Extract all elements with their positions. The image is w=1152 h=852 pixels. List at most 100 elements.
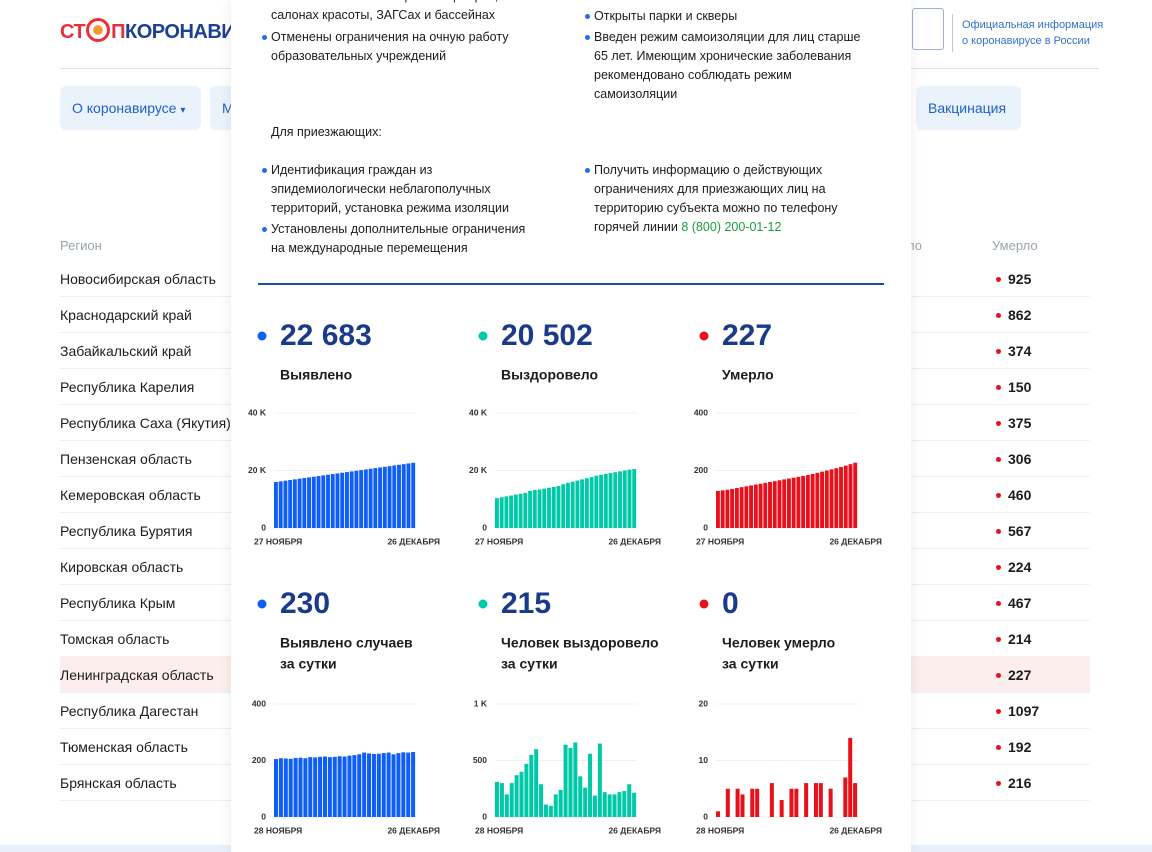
bar: [297, 478, 302, 528]
bar: [308, 757, 313, 817]
official-line: Официальная информация: [962, 19, 1104, 31]
bar: [589, 477, 594, 528]
bar: [843, 465, 848, 528]
deaths-value: 306: [1008, 451, 1032, 467]
bar: [725, 788, 730, 817]
region-name: Республика Карелия: [60, 379, 195, 395]
bar: [293, 757, 298, 817]
bar: [528, 490, 533, 528]
bar: [755, 788, 760, 817]
deaths-dot: [996, 601, 1001, 606]
y-tick-label: 0: [482, 522, 487, 532]
stat-label: Умерло: [722, 367, 774, 383]
bar: [362, 752, 367, 817]
bar: [839, 467, 843, 528]
measure-item: Получить информацию о действующих ограни…: [585, 161, 869, 237]
deaths-value: 214: [1008, 631, 1032, 647]
bar: [602, 792, 607, 817]
bar: [387, 466, 392, 528]
bar: [509, 783, 514, 817]
bar: [396, 753, 401, 817]
region-name: Республика Саха (Якутия): [60, 415, 231, 431]
bar: [321, 475, 326, 528]
bar: [608, 473, 613, 528]
stat-value: 20 502: [501, 319, 593, 352]
bar: [499, 783, 504, 817]
bar: [382, 466, 387, 528]
bar: [330, 474, 335, 528]
nav-item[interactable]: Вакцинация: [916, 86, 1021, 130]
bar: [347, 755, 352, 817]
x-label: 26 ДЕКАБРЯ: [387, 825, 440, 835]
bar: [495, 498, 499, 528]
bar: [777, 480, 782, 528]
deaths-dot: [996, 637, 1001, 642]
region-name: Кемеровская область: [60, 487, 201, 503]
bar: [824, 470, 829, 528]
measure-item: Отменены ограничения на очную работу обр…: [262, 28, 536, 66]
bar: [561, 484, 566, 528]
deaths-dot: [996, 421, 1001, 426]
x-label: 27 НОЯБРЯ: [254, 536, 302, 546]
deaths-dot: [996, 745, 1001, 750]
bar: [534, 749, 539, 817]
bar: [843, 777, 848, 817]
bar: [804, 783, 809, 817]
y-tick-label: 400: [252, 698, 266, 708]
bar: [617, 792, 622, 817]
nav-item[interactable]: О коронавирусе ▾: [60, 86, 201, 130]
bar: [283, 480, 288, 528]
bar: [298, 757, 303, 817]
bar: [740, 794, 745, 817]
bar: [716, 490, 720, 528]
logo-part: СТ: [60, 21, 86, 43]
bar: [332, 756, 337, 817]
y-tick-label: 40 K: [248, 407, 267, 417]
deaths-value: 1097: [1008, 703, 1040, 719]
nav-label: М: [222, 100, 234, 116]
y-tick-label: 20 K: [469, 465, 488, 475]
bar: [735, 788, 740, 817]
bar: [504, 794, 509, 817]
deaths-dot: [996, 565, 1001, 570]
bar: [278, 758, 283, 817]
bar: [401, 464, 406, 528]
bar: [391, 754, 396, 817]
bar: [367, 753, 372, 817]
hotline-phone[interactable]: 8 (800) 200-01-12: [681, 220, 782, 234]
bar: [311, 476, 316, 528]
deaths-value: 925: [1008, 271, 1032, 287]
measure-item: Введен режим самоизоляции для лиц старше…: [585, 28, 869, 104]
bar: [504, 496, 509, 528]
bar: [537, 489, 542, 528]
bar: [853, 462, 858, 528]
bar: [725, 489, 730, 528]
bar: [558, 789, 563, 817]
bar: [763, 482, 768, 528]
bar: [744, 486, 749, 528]
bar: [753, 484, 758, 528]
bar: [514, 775, 519, 817]
bar: [326, 474, 330, 528]
deaths-dot: [996, 277, 1001, 282]
stat-dot: [478, 331, 488, 341]
deaths-dot: [996, 781, 1001, 786]
stat-label: за сутки: [722, 656, 779, 672]
bar: [509, 495, 514, 528]
bar: [769, 783, 774, 817]
bar: [578, 776, 583, 817]
y-tick-label: 0: [703, 811, 708, 821]
bar: [599, 474, 604, 528]
bar: [594, 475, 599, 528]
bar: [495, 781, 500, 817]
official-link[interactable]: Официальная информация о коронавирусе в Р…: [962, 17, 1103, 49]
stat-dot: [257, 599, 267, 609]
bar: [730, 488, 735, 528]
bar: [820, 471, 825, 528]
stat-dot: [478, 599, 488, 609]
bar: [566, 482, 570, 528]
region-name: Брянская область: [60, 775, 177, 791]
x-label: 27 НОЯБРЯ: [696, 536, 744, 546]
region-name: Новосибирская область: [60, 271, 216, 287]
bar: [853, 783, 858, 817]
